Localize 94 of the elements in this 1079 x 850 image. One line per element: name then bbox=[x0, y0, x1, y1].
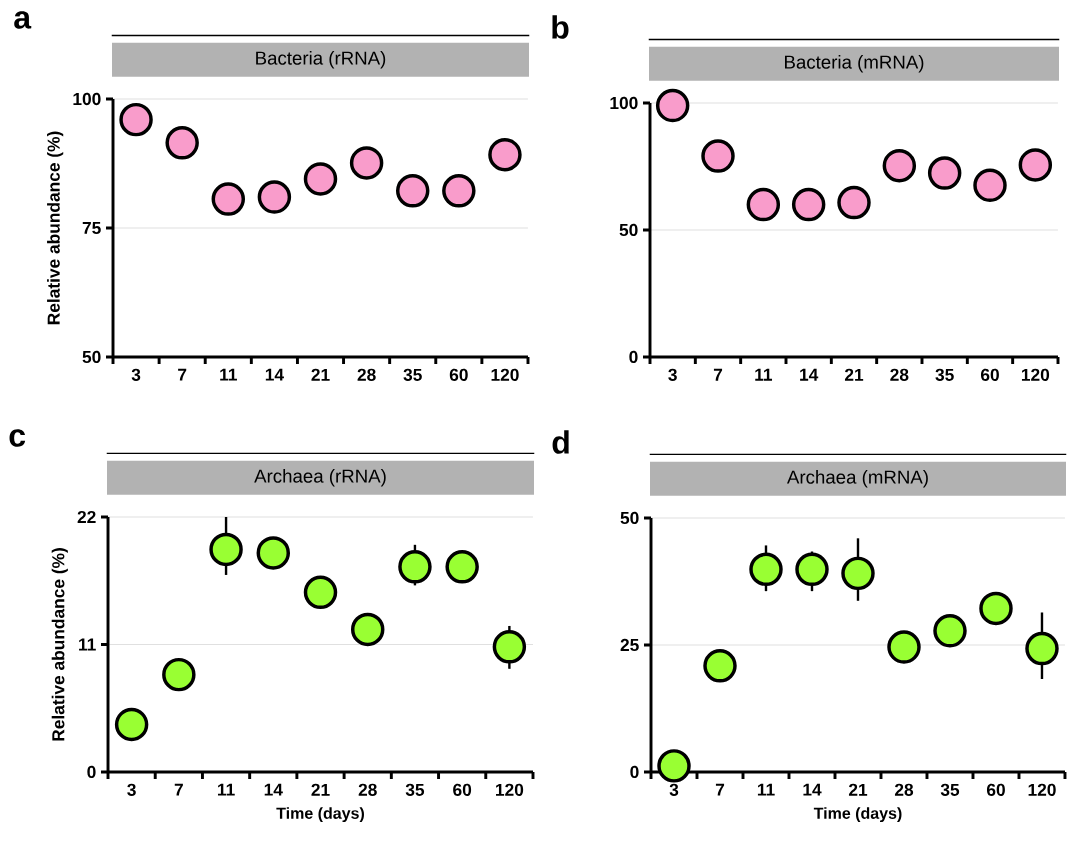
x-tick-label: 21 bbox=[311, 368, 330, 381]
point bbox=[749, 552, 783, 587]
point bbox=[398, 550, 432, 584]
text: b bbox=[552, 15, 569, 39]
point bbox=[162, 657, 196, 692]
x-tick-label: 120 bbox=[496, 783, 524, 796]
point bbox=[746, 187, 781, 222]
x-tick-label: 11 bbox=[755, 368, 773, 381]
x-tick-label: 3 bbox=[131, 368, 141, 381]
point bbox=[701, 139, 735, 173]
y-tick-label: 11 bbox=[79, 638, 96, 651]
y-tick-label: 50 bbox=[620, 511, 639, 525]
point bbox=[703, 649, 737, 683]
x-tick-label: 11 bbox=[217, 783, 235, 796]
point bbox=[395, 174, 430, 208]
point bbox=[488, 137, 522, 172]
x-tick-label: 3 bbox=[669, 783, 679, 796]
x-tick-label: 60 bbox=[449, 368, 468, 381]
x-tick-label: 60 bbox=[986, 783, 1005, 796]
point bbox=[114, 707, 149, 742]
point bbox=[791, 187, 826, 222]
point bbox=[350, 612, 385, 647]
point bbox=[303, 162, 338, 196]
x-tick-label: 35 bbox=[940, 783, 960, 796]
point bbox=[211, 182, 246, 216]
x-tick-label: 28 bbox=[890, 368, 909, 381]
point bbox=[209, 532, 243, 567]
point bbox=[303, 575, 338, 610]
x-tick-label: 21 bbox=[311, 783, 330, 796]
x-tick-label: 35 bbox=[403, 368, 422, 381]
point bbox=[973, 168, 1007, 203]
x-axis-title: Time (days) bbox=[813, 807, 902, 823]
point bbox=[165, 126, 199, 160]
point bbox=[841, 556, 875, 591]
x-tick-label: 7 bbox=[178, 368, 187, 381]
text: c bbox=[9, 429, 26, 447]
x-tick-label: 60 bbox=[980, 368, 999, 381]
x-tick-label: 35 bbox=[405, 783, 425, 796]
point bbox=[349, 146, 384, 180]
chart-title: Bacteria (rRNA) bbox=[256, 51, 386, 69]
x-tick-label: 35 bbox=[935, 368, 954, 381]
x-tick-label: 14 bbox=[265, 368, 284, 381]
point bbox=[257, 180, 292, 214]
y-axis-title: Relative abundance (%) bbox=[47, 131, 64, 325]
point bbox=[119, 102, 153, 137]
point bbox=[882, 148, 917, 183]
x-tick-label: 14 bbox=[800, 368, 819, 381]
y-tick-label: 100 bbox=[73, 92, 101, 106]
x-tick-label: 11 bbox=[220, 368, 237, 381]
chart-title: Archaea (mRNA) bbox=[786, 470, 928, 488]
x-tick-label: 7 bbox=[174, 783, 183, 796]
y-tick-label: 0 bbox=[630, 765, 639, 779]
y-tick-label: 75 bbox=[82, 221, 101, 235]
text: a bbox=[14, 11, 32, 29]
x-tick-label: 120 bbox=[491, 368, 519, 381]
y-tick-label: 25 bbox=[620, 638, 639, 652]
chart-title: Archaea (rRNA) bbox=[254, 469, 386, 487]
x-tick-label: 21 bbox=[848, 783, 868, 796]
y-axis-title: Relative abundance (%) bbox=[51, 548, 68, 741]
chart-title: Bacteria (mRNA) bbox=[785, 55, 924, 73]
y-tick-label: 0 bbox=[87, 765, 96, 779]
point bbox=[933, 614, 967, 648]
x-tick-label: 14 bbox=[264, 783, 283, 796]
x-tick-label: 28 bbox=[357, 368, 376, 381]
point bbox=[492, 630, 527, 664]
y-tick-label: 22 bbox=[77, 510, 96, 524]
y-tick-label: 0 bbox=[629, 350, 638, 364]
point bbox=[837, 185, 871, 220]
point bbox=[655, 88, 690, 123]
x-axis-title: Time (days) bbox=[276, 807, 364, 823]
x-tick-label: 120 bbox=[1028, 783, 1056, 796]
x-tick-label: 14 bbox=[803, 783, 822, 796]
x-tick-label: 120 bbox=[1021, 368, 1050, 381]
point bbox=[445, 550, 479, 584]
point bbox=[442, 174, 476, 208]
x-tick-label: 3 bbox=[127, 783, 136, 796]
x-tick-label: 60 bbox=[453, 783, 472, 796]
point bbox=[979, 591, 1013, 626]
y-tick-label: 100 bbox=[610, 96, 638, 110]
x-tick-label: 7 bbox=[715, 783, 725, 796]
text: d bbox=[552, 430, 569, 454]
point bbox=[256, 536, 291, 570]
x-tick-label: 28 bbox=[358, 783, 377, 796]
y-tick-label: 50 bbox=[82, 350, 101, 364]
x-tick-label: 3 bbox=[668, 368, 677, 381]
point bbox=[887, 630, 921, 664]
point bbox=[657, 749, 691, 783]
x-tick-label: 28 bbox=[894, 783, 914, 796]
x-tick-label: 11 bbox=[757, 783, 775, 796]
point bbox=[927, 156, 962, 190]
x-tick-label: 7 bbox=[713, 368, 723, 381]
point bbox=[795, 552, 829, 587]
y-tick-label: 50 bbox=[619, 223, 638, 237]
x-tick-label: 21 bbox=[844, 368, 864, 381]
